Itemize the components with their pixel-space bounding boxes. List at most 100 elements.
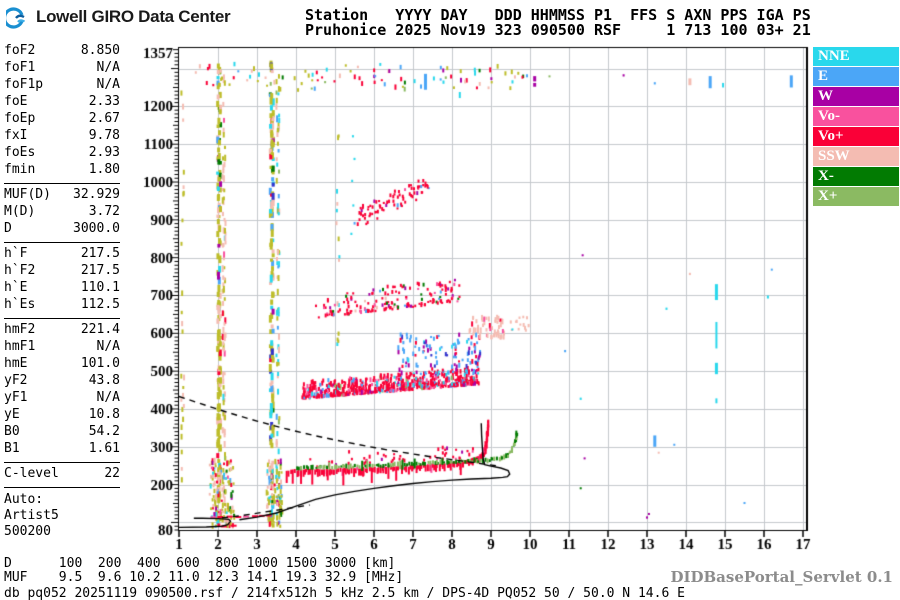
parameter-value: N/A: [96, 339, 120, 354]
parameter-label: C-level: [4, 466, 59, 481]
parameter-value: 2.33: [88, 94, 120, 109]
giro-logo-icon: [6, 7, 26, 29]
parameter-row: yF1 N/A: [4, 390, 120, 407]
parameter-value: 110.1: [80, 280, 120, 295]
parameter-row: B0 54.2: [4, 424, 120, 441]
legend-item-x+: X+: [813, 187, 899, 206]
parameter-group: h`F 217.5 h`F2 217.5 h`E 110.1 h`Es 112.5: [4, 242, 120, 316]
station-header-line1: Station YYYY DAY DDD HHMMSS P1 FFS S AXN…: [305, 6, 811, 24]
parameter-panel: foF2 8.850 foF1 N/A foF1p N/A foE 2.33 foEp 2.67 f…: [4, 42, 120, 540]
parameter-value: 112.5: [80, 297, 120, 312]
parameter-label: foEp: [4, 111, 36, 126]
parameter-row: h`F2 217.5: [4, 263, 120, 280]
parameter-row: fmin 1.80: [4, 162, 120, 179]
parameter-row: D 3000.0: [4, 221, 120, 238]
parameter-value: 8.850: [80, 43, 120, 58]
parameter-row: fxI 9.78: [4, 128, 120, 145]
legend-item-nne: NNE: [813, 47, 899, 66]
servlet-version-label: DIDBasePortal_Servlet 0.1: [670, 568, 893, 586]
parameter-row: C-level 22: [4, 466, 120, 483]
parameter-value: 32.929: [73, 187, 120, 202]
parameter-row: h`E 110.1: [4, 280, 120, 297]
station-header-line2: Pruhonice 2025 Nov19 323 090500 RSF 1 71…: [305, 21, 811, 39]
parameter-label: yE: [4, 407, 20, 422]
parameter-value: 217.5: [80, 263, 120, 278]
parameter-label: foF1p: [4, 77, 44, 92]
parameter-row: h`Es 112.5: [4, 297, 120, 314]
parameter-label: B1: [4, 441, 20, 456]
parameter-label: h`F: [4, 246, 28, 261]
giro-logo-text: Lowell GIRO Data Center: [36, 7, 231, 26]
parameter-row: M(D) 3.72: [4, 204, 120, 221]
autoscaling-line: Auto:: [4, 492, 44, 507]
legend-item-ssw: SSW: [813, 147, 899, 166]
parameter-label: yF1: [4, 390, 28, 405]
parameter-row: foEp 2.67: [4, 111, 120, 128]
parameter-row: yE 10.8: [4, 407, 120, 424]
parameter-label: foF1: [4, 60, 36, 75]
parameter-row: B1 1.61: [4, 441, 120, 458]
parameter-value: 10.8: [88, 407, 120, 422]
parameter-value: 54.2: [88, 424, 120, 439]
parameter-label: MUF(D): [4, 187, 51, 202]
parameter-value: 221.4: [80, 322, 120, 337]
parameter-label: fmin: [4, 162, 36, 177]
parameter-label: hmF1: [4, 339, 36, 354]
autoscaling-line: 500200: [4, 524, 51, 539]
status-line: db pq052 20251119 090500.rsf / 214fx512h…: [4, 586, 685, 600]
parameter-label: foEs: [4, 145, 36, 160]
legend-item-x-: X-: [813, 167, 899, 186]
parameter-row: foEs 2.93: [4, 145, 120, 162]
parameter-value: 101.0: [80, 356, 120, 371]
parameter-label: fxI: [4, 128, 28, 143]
legend-item-w: W: [813, 87, 899, 106]
autoscaling-info: Auto: Artist5 500200: [4, 487, 120, 540]
parameter-value: 1.80: [88, 162, 120, 177]
parameter-row: h`F 217.5: [4, 246, 120, 263]
legend-item-vo-: Vo-: [813, 107, 899, 126]
parameter-label: foE: [4, 94, 28, 109]
parameter-group: C-level 22: [4, 462, 120, 485]
parameter-value: 2.67: [88, 111, 120, 126]
parameter-label: B0: [4, 424, 20, 439]
parameter-label: h`E: [4, 280, 28, 295]
legend-item-e: E: [813, 67, 899, 86]
parameter-value: 3000.0: [73, 221, 120, 236]
parameter-row: yF2 43.8: [4, 373, 120, 390]
parameter-row: foE 2.33: [4, 94, 120, 111]
parameter-label: hmE: [4, 356, 28, 371]
legend-item-vo+: Vo+: [813, 127, 899, 146]
parameter-group: hmF2 221.4 hmF1 N/A hmE 101.0 yF2 43.8 yF1 N/A yE 1…: [4, 318, 120, 460]
parameter-value: 43.8: [88, 373, 120, 388]
scale-row-d: D 100 200 400 600 800 1000 1500 3000 [km…: [4, 556, 396, 571]
parameter-row: foF2 8.850: [4, 43, 120, 60]
parameter-row: hmF2 221.4: [4, 322, 120, 339]
parameter-value: 9.78: [88, 128, 120, 143]
muf-scale-table: D 100 200 400 600 800 1000 1500 3000 [km…: [4, 557, 403, 585]
parameter-label: h`F2: [4, 263, 36, 278]
station-header: Station YYYY DAY DDD HHMMSS P1 FFS S AXN…: [305, 8, 811, 38]
autoscaling-line: Artist5: [4, 508, 59, 523]
parameter-value: N/A: [96, 77, 120, 92]
parameter-label: hmF2: [4, 322, 36, 337]
parameter-value: 2.93: [88, 145, 120, 160]
parameter-group: foF2 8.850 foF1 N/A foF1p N/A foE 2.33 foEp 2.67 f…: [4, 42, 120, 181]
giro-logo: Lowell GIRO Data Center: [6, 5, 231, 29]
parameter-row: hmF1 N/A: [4, 339, 120, 356]
parameter-value: N/A: [96, 60, 120, 75]
parameter-value: N/A: [96, 390, 120, 405]
parameter-value: 3.72: [88, 204, 120, 219]
parameter-value: 1.61: [88, 441, 120, 456]
scale-row-muf: MUF 9.5 9.6 10.2 11.0 12.3 14.1 19.3 32.…: [4, 570, 404, 585]
parameter-label: M(D): [4, 204, 36, 219]
direction-legend: NNE E W Vo- Vo+ SSW X- X+: [813, 47, 899, 207]
parameter-row: hmE 101.0: [4, 356, 120, 373]
parameter-row: MUF(D) 32.929: [4, 187, 120, 204]
parameter-row: foF1p N/A: [4, 77, 120, 94]
parameter-label: D: [4, 221, 12, 236]
parameter-row: foF1 N/A: [4, 60, 120, 77]
parameter-value: 22: [104, 466, 120, 481]
parameter-value: 217.5: [80, 246, 120, 261]
